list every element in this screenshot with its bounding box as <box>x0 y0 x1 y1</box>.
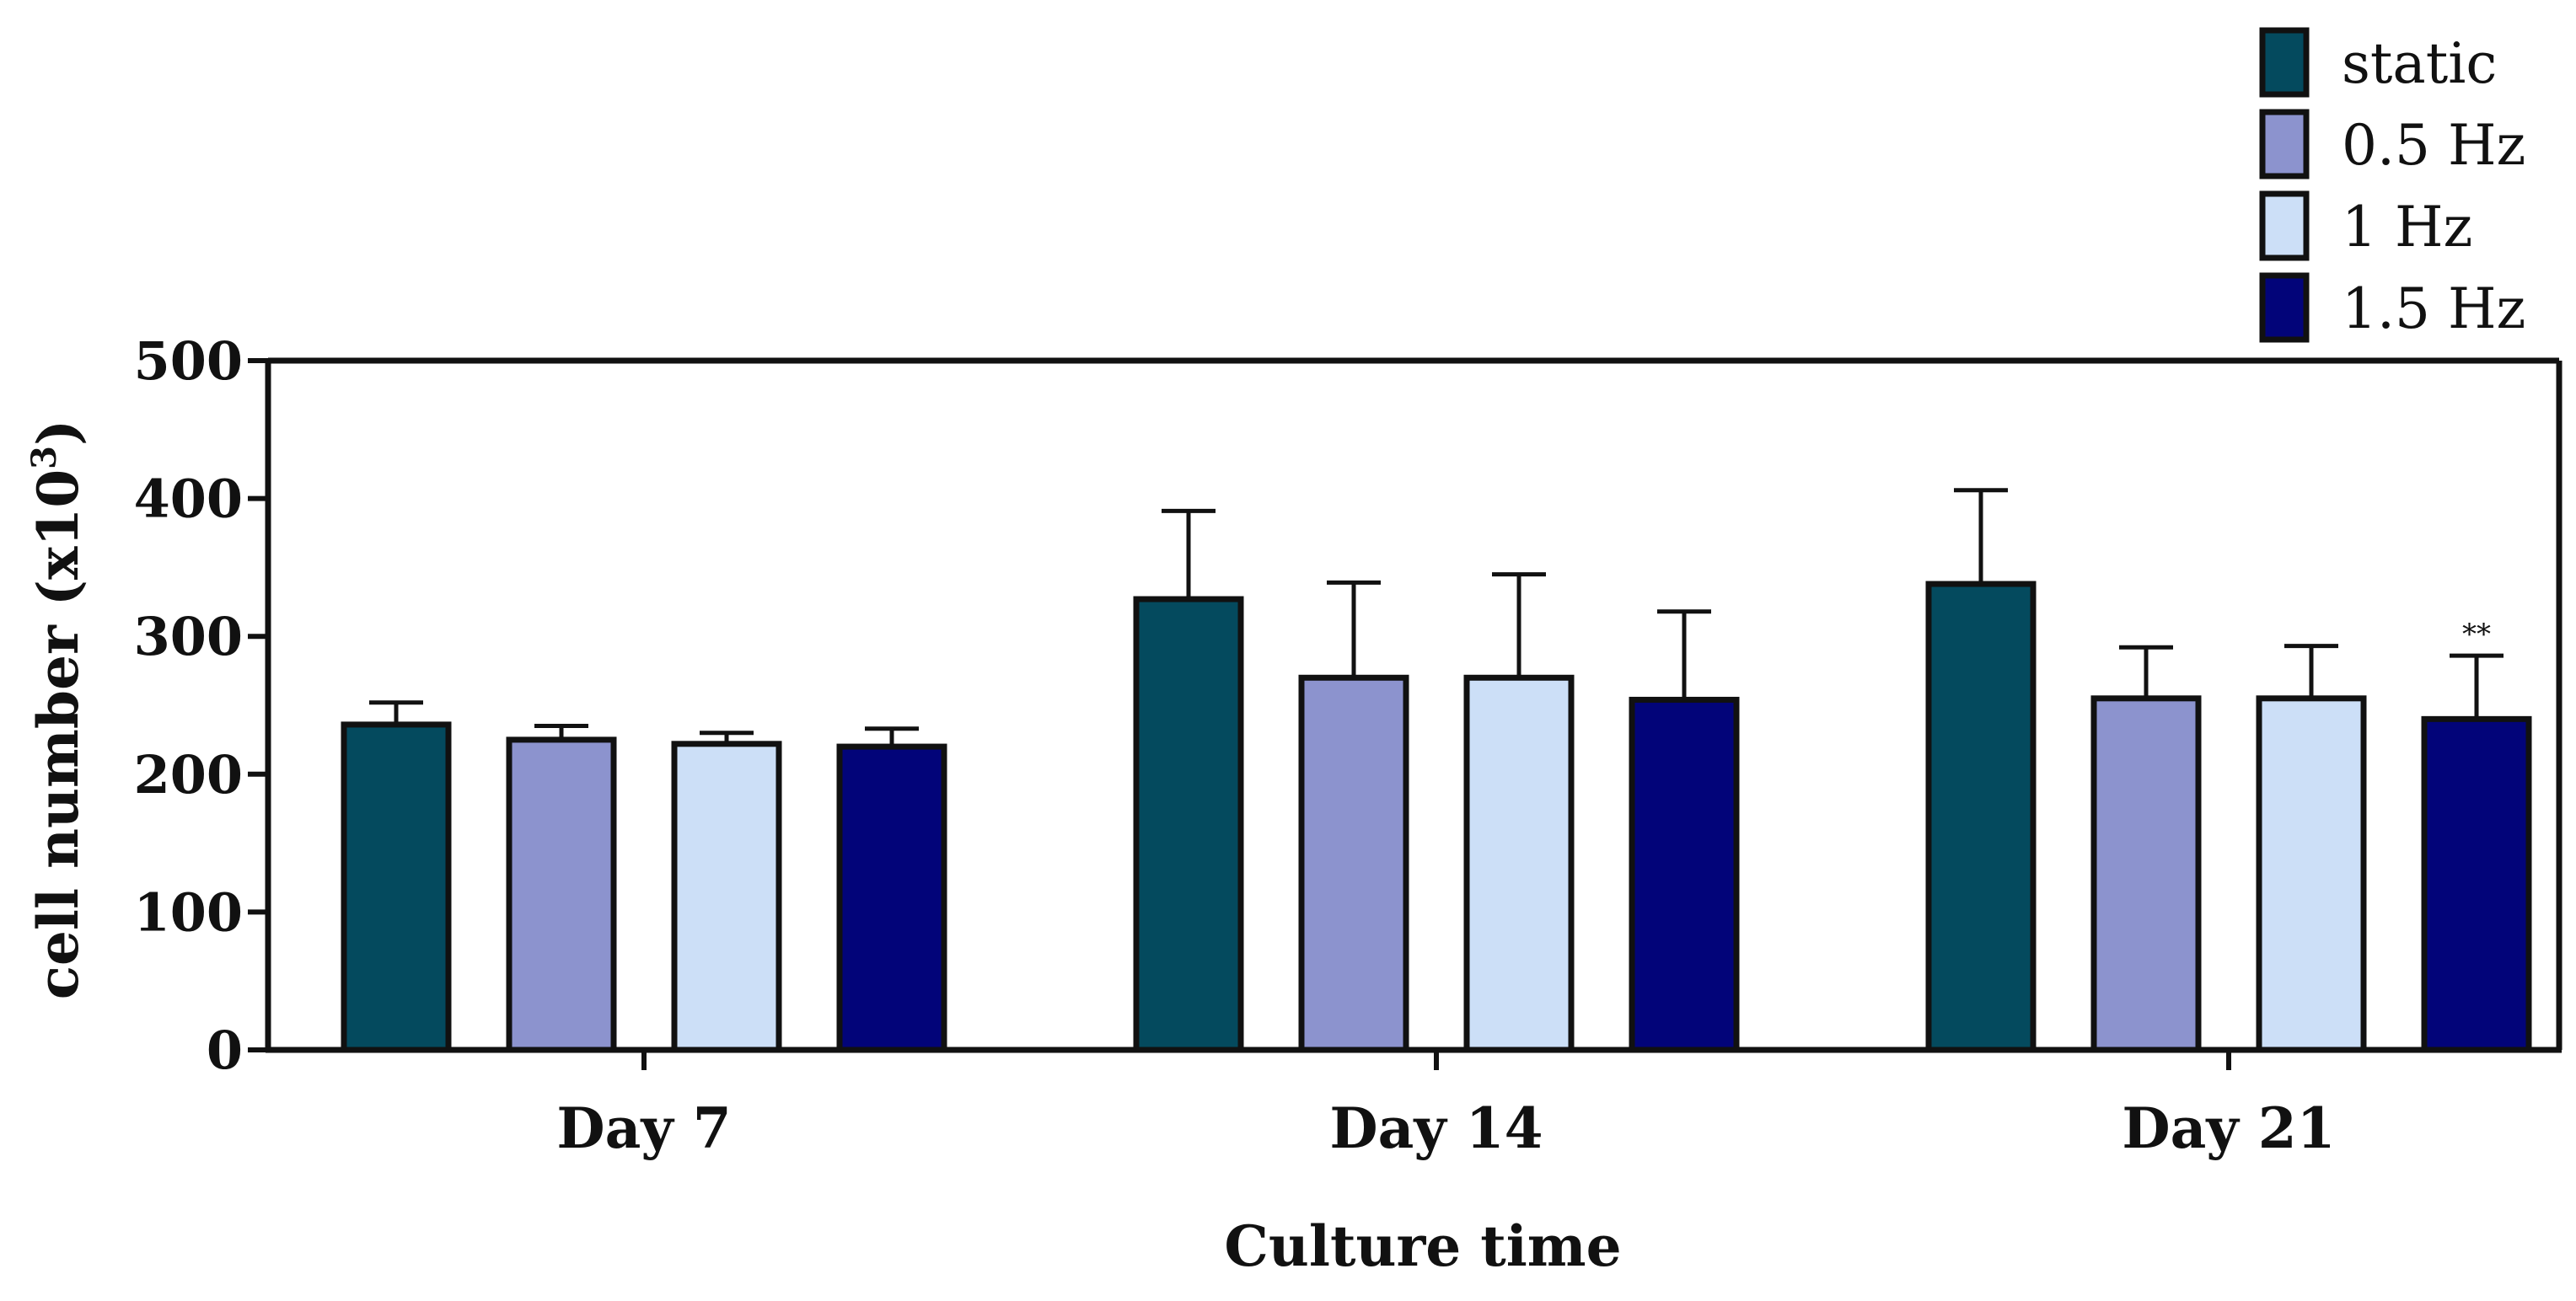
y-axis-title-close: ) <box>25 420 91 446</box>
legend-label-05Hz: 0.5 Hz <box>2342 113 2525 178</box>
significance-marker: ** <box>2462 618 2491 651</box>
legend-swatch-static <box>2259 27 2310 98</box>
x-tick-label: Day 7 <box>556 1095 731 1161</box>
bar-static-day7 <box>341 721 452 1053</box>
x-tick-label: Day 21 <box>2122 1095 2335 1161</box>
bar-05Hz-day7 <box>506 736 617 1053</box>
bar-static-day14 <box>1133 596 1244 1053</box>
y-axis-title: cell number (x103) <box>24 420 91 1000</box>
x-axis-title: Culture time <box>1224 1213 1621 1279</box>
bar-15Hz-day14 <box>1629 696 1740 1053</box>
legend-label-1Hz: 1 Hz <box>2342 195 2472 260</box>
bar-1Hz-day14 <box>1463 674 1575 1053</box>
legend-label-15Hz: 1.5 Hz <box>2342 276 2525 341</box>
bar-05Hz-day14 <box>1298 674 1409 1053</box>
bar-1Hz-day7 <box>671 741 782 1053</box>
bar-05Hz-day21 <box>2090 695 2202 1053</box>
bar-1Hz-day21 <box>2256 695 2367 1053</box>
legend-swatch-1Hz <box>2259 190 2310 261</box>
x-tick-label: Day 14 <box>1329 1095 1543 1161</box>
legend-swatch-15Hz <box>2259 272 2310 343</box>
legend-swatch-05Hz <box>2259 109 2310 179</box>
y-tick-label: 500 <box>134 330 243 392</box>
y-tick-label: 300 <box>134 606 243 667</box>
bar-15Hz-day7 <box>836 743 947 1053</box>
y-tick-label: 0 <box>207 1020 243 1081</box>
y-axis-title-sup: 3 <box>24 446 64 469</box>
y-tick-label: 200 <box>134 744 243 806</box>
legend-label-static: static <box>2342 31 2497 96</box>
bar-static-day21 <box>1925 581 2037 1053</box>
bar-15Hz-day21 <box>2421 715 2532 1053</box>
y-axis-title-main: cell number (x10 <box>25 469 91 999</box>
y-tick-label: 400 <box>134 468 243 530</box>
y-tick-label: 100 <box>134 881 243 943</box>
